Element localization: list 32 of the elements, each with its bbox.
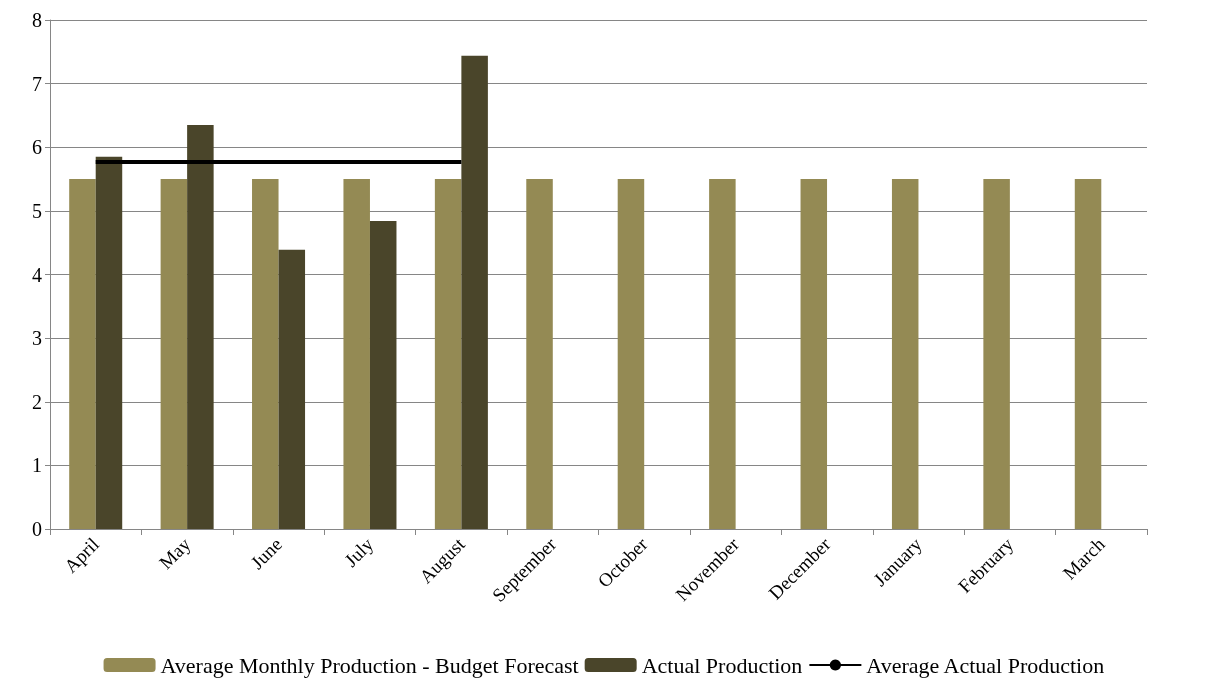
bar (983, 179, 1010, 529)
y-tick-label: 0 (32, 518, 42, 540)
bar (95, 156, 123, 529)
bar (1074, 179, 1102, 529)
x-tick-label: July (340, 533, 378, 571)
bar (160, 179, 188, 529)
legend-label: Actual Production (641, 652, 803, 678)
y-tick-label: 7 (32, 72, 42, 95)
bar (617, 179, 645, 529)
bar (709, 179, 736, 529)
y-tick-label: 6 (32, 136, 42, 159)
bar (434, 179, 462, 529)
bar (526, 179, 553, 529)
bar (461, 55, 488, 529)
y-tick-label: 2 (32, 390, 42, 413)
bar (891, 179, 919, 529)
y-tick-label: 8 (32, 9, 42, 31)
x-tick-label: June (246, 533, 286, 574)
y-tick-label: 4 (32, 263, 42, 286)
bar (278, 249, 306, 529)
bar (369, 221, 397, 529)
bar (187, 124, 214, 529)
y-tick-label: 5 (32, 199, 42, 222)
y-tick-label: 1 (32, 454, 42, 477)
legend-label: Average Monthly Production - Budget Forecast (160, 652, 579, 678)
x-tick-label: May (155, 533, 195, 574)
bar (800, 179, 828, 529)
bar (343, 179, 370, 529)
y-tick-label: 3 (32, 327, 42, 350)
bar (69, 179, 96, 529)
legend-label: Average Actual Production (866, 652, 1105, 678)
bar (252, 179, 279, 529)
